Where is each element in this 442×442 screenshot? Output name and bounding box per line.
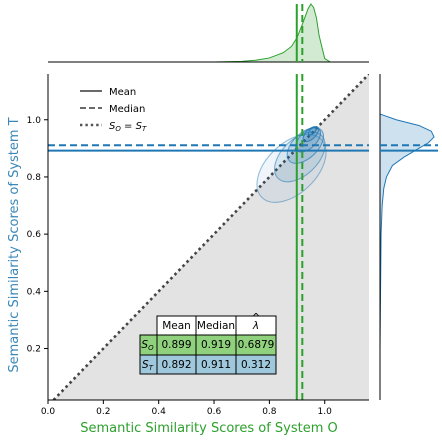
x-tick-label: 0.6 (207, 407, 222, 417)
table-row-label: ST (142, 359, 154, 372)
y-tick-label: 0.8 (27, 173, 42, 183)
table-header-hat: ^ (252, 312, 261, 324)
table-value: 0.919 (201, 339, 231, 351)
legend-label: Median (109, 104, 145, 115)
legend-label: SO = ST (109, 121, 147, 133)
table-header-label: Median (197, 320, 235, 332)
legend: Mean Median SO = ST (80, 87, 147, 133)
x-tick-label: 1.0 (318, 407, 333, 417)
x-tick-label: 0.2 (96, 407, 110, 417)
table-value: 0.312 (241, 359, 271, 371)
table-value: 0.892 (161, 359, 191, 371)
table-value: 0.911 (201, 359, 231, 371)
top-marginal-density (48, 3, 369, 63)
axes: 0.0 0.2 0.4 0.6 0.8 1.0 0.2 0.4 0.6 0.8 1.0 (27, 74, 369, 417)
marginal-x-curve (214, 3, 332, 63)
table-header-label: λ (252, 320, 259, 332)
x-tick-label: 0.0 (41, 407, 56, 417)
main-plot-area (48, 74, 369, 400)
y-tick-label: 0.4 (27, 287, 42, 297)
table-cell (235, 354, 277, 375)
stats-table: Mean Median λ^ SO 0.899 0.919 0.6879 ST 0.892 0.9… (139, 312, 277, 375)
kde-contour (302, 125, 320, 143)
x-axis-label: Semantic Similarity Scores of System O (80, 421, 338, 436)
y-tick-label: 1.0 (27, 116, 42, 126)
kde-contour (307, 126, 317, 136)
table-header-label: Mean (162, 320, 191, 332)
marginal-y-curve (379, 113, 435, 392)
right-marginal-density (379, 74, 438, 400)
table-row-label: SO (141, 339, 154, 352)
legend-label: Mean (109, 87, 136, 98)
x-tick-label: 0.4 (152, 407, 167, 417)
table-value: 0.899 (161, 339, 191, 351)
y-axis-label: Semantic Similarity Scores of System T (7, 117, 22, 372)
y-tick-label: 0.6 (27, 230, 42, 240)
table-value: 0.6879 (238, 339, 275, 351)
x-tick-label: 0.8 (262, 407, 277, 417)
y-tick-label: 0.2 (27, 345, 41, 355)
plot-clip-group (48, 74, 369, 400)
